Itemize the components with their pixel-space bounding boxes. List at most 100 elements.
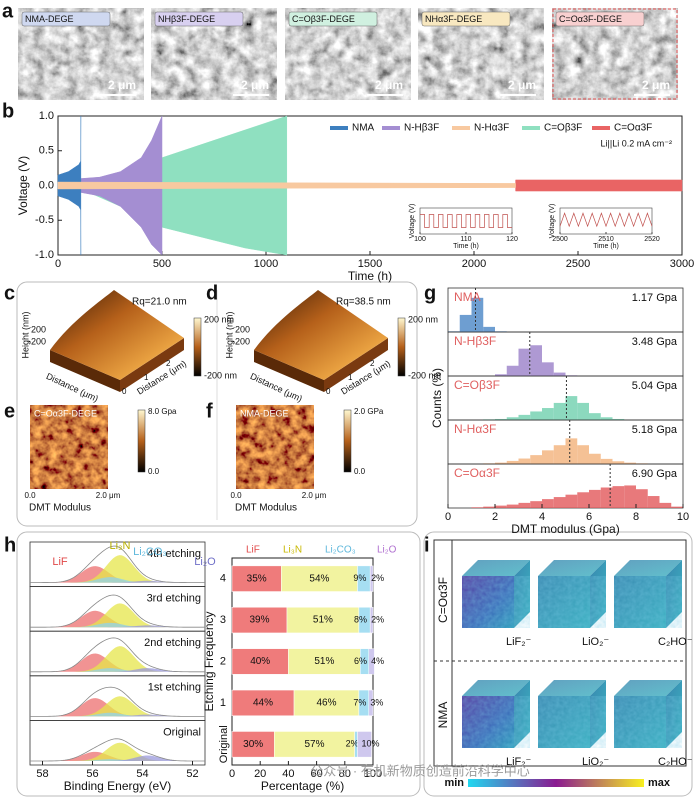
panel-label: e	[4, 400, 15, 422]
y-axis-label: Voltage (V)	[16, 156, 30, 215]
histogram-bar	[624, 462, 636, 464]
bar-segment	[369, 607, 374, 634]
histogram-bar	[518, 414, 531, 420]
value-label: 57%	[304, 739, 324, 750]
histogram-bar	[506, 417, 519, 420]
series-name: N-Hα3F	[454, 422, 496, 436]
legend-label: Li₂CO₃	[325, 545, 356, 556]
x-tick-label: 2520	[644, 236, 660, 243]
afm-height-label: Height (nm)	[224, 311, 234, 358]
map-label: C=Oα3F-DEGE	[34, 408, 97, 418]
value-label: 30%	[243, 739, 263, 750]
legend-label: C=Oβ3F	[544, 123, 582, 134]
peak-label: Li₂O	[194, 556, 216, 568]
afm-z-tick: 200	[31, 324, 46, 334]
fit-component	[30, 714, 205, 717]
value-label: 39%	[249, 615, 269, 626]
series-name: C=Oα3F	[454, 466, 500, 480]
x-tick-label: 4	[539, 511, 545, 523]
sem-tag	[21, 11, 111, 27]
annotation: Li||Li 0.2 mA cm⁻²	[601, 138, 672, 148]
y-tick-label: 1	[220, 697, 226, 709]
bar-segment	[368, 689, 374, 716]
histogram-bar	[483, 326, 495, 332]
panel-label: g	[424, 282, 436, 304]
value-label: 7%	[353, 697, 366, 707]
map-axis-tick: 2.0 μm	[96, 491, 121, 500]
histogram-bar	[659, 502, 672, 508]
x-axis-label: Percentage (%)	[261, 779, 344, 793]
sims-row-label: NMA	[436, 702, 450, 729]
panel-label: d	[206, 282, 218, 304]
legend-label: N-Hα3F	[474, 123, 509, 134]
scale-bar-label: 2 μm	[108, 78, 136, 92]
fit-component	[30, 646, 205, 672]
value-label: 51%	[313, 615, 333, 626]
afm-xy-tick: 2	[370, 359, 375, 368]
cube-noise	[614, 576, 682, 628]
panel-label: i	[424, 534, 430, 556]
cube-noise	[614, 696, 682, 748]
envelope	[29, 545, 205, 583]
colorbar-label: max	[648, 777, 671, 789]
histogram-bar	[577, 492, 589, 508]
scale-bar-label: 2 μm	[642, 78, 670, 92]
x-tick-label: 2	[492, 511, 498, 523]
fit-component	[30, 696, 205, 717]
x-tick-label: 2510	[598, 236, 614, 243]
legend-label: Li₂O	[377, 545, 397, 556]
colorbar-label: 8.0 Gpa	[148, 407, 177, 416]
envelope	[29, 686, 205, 717]
series-layer	[57, 115, 683, 256]
colorbar-label: -200 nm	[204, 370, 237, 380]
panel-frame	[423, 531, 693, 797]
x-tick-label: 6	[586, 511, 592, 523]
x-axis-label: Time (h)	[348, 269, 392, 283]
cube-noise	[462, 576, 530, 628]
histogram-bar	[471, 507, 484, 508]
row-frame	[29, 720, 206, 766]
x-tick-label: 1500	[358, 258, 382, 270]
afm-rq: Rq=38.5 nm	[336, 297, 391, 308]
panel-label: f	[206, 400, 213, 422]
histogram-bar	[495, 505, 507, 508]
bar-segment	[231, 565, 282, 592]
histogram-bar	[647, 496, 660, 508]
bar-segment	[293, 689, 360, 716]
value-label: 46%	[316, 698, 336, 709]
cube-noise	[538, 576, 606, 628]
y-tick-label: 0.5	[39, 145, 54, 157]
sem-label: C=Oα3F-DEGE	[559, 14, 622, 24]
fit-component	[30, 755, 205, 761]
sims-ion-label: C₂HO⁻	[658, 756, 693, 768]
x-tick-label: 80	[339, 768, 351, 780]
scale-bar-label: 2 μm	[375, 78, 403, 92]
histogram-bar	[612, 486, 625, 508]
series-name: N-Hβ3F	[454, 334, 496, 348]
histogram-bar	[565, 396, 578, 420]
x-tick-label: 0	[55, 258, 61, 270]
histogram-bar	[624, 485, 636, 508]
panel-label: a	[2, 0, 14, 22]
sem-label: C=Oβ3F-DEGE	[292, 14, 355, 24]
x-tick-label: 58	[36, 768, 48, 780]
cube-top	[462, 680, 530, 696]
histogram-bar	[542, 450, 554, 464]
histogram-bar	[530, 411, 542, 420]
y-tick-label: 4	[220, 573, 226, 585]
map-axis-title: DMT Modulus	[29, 503, 91, 514]
value-label: 9%	[353, 573, 366, 583]
bar-segment	[368, 648, 375, 675]
fit-component	[30, 653, 205, 672]
cube-noise	[462, 696, 530, 748]
afm-side	[254, 350, 324, 392]
x-tick-label: 54	[136, 768, 148, 780]
x-tick-label: 2000	[462, 258, 486, 270]
cube-noise	[538, 696, 606, 748]
sims-colorbar	[468, 779, 644, 787]
panel-label: h	[4, 534, 16, 556]
dmt-map	[236, 405, 314, 489]
colorbar	[193, 317, 202, 377]
bar-segment	[369, 565, 374, 592]
